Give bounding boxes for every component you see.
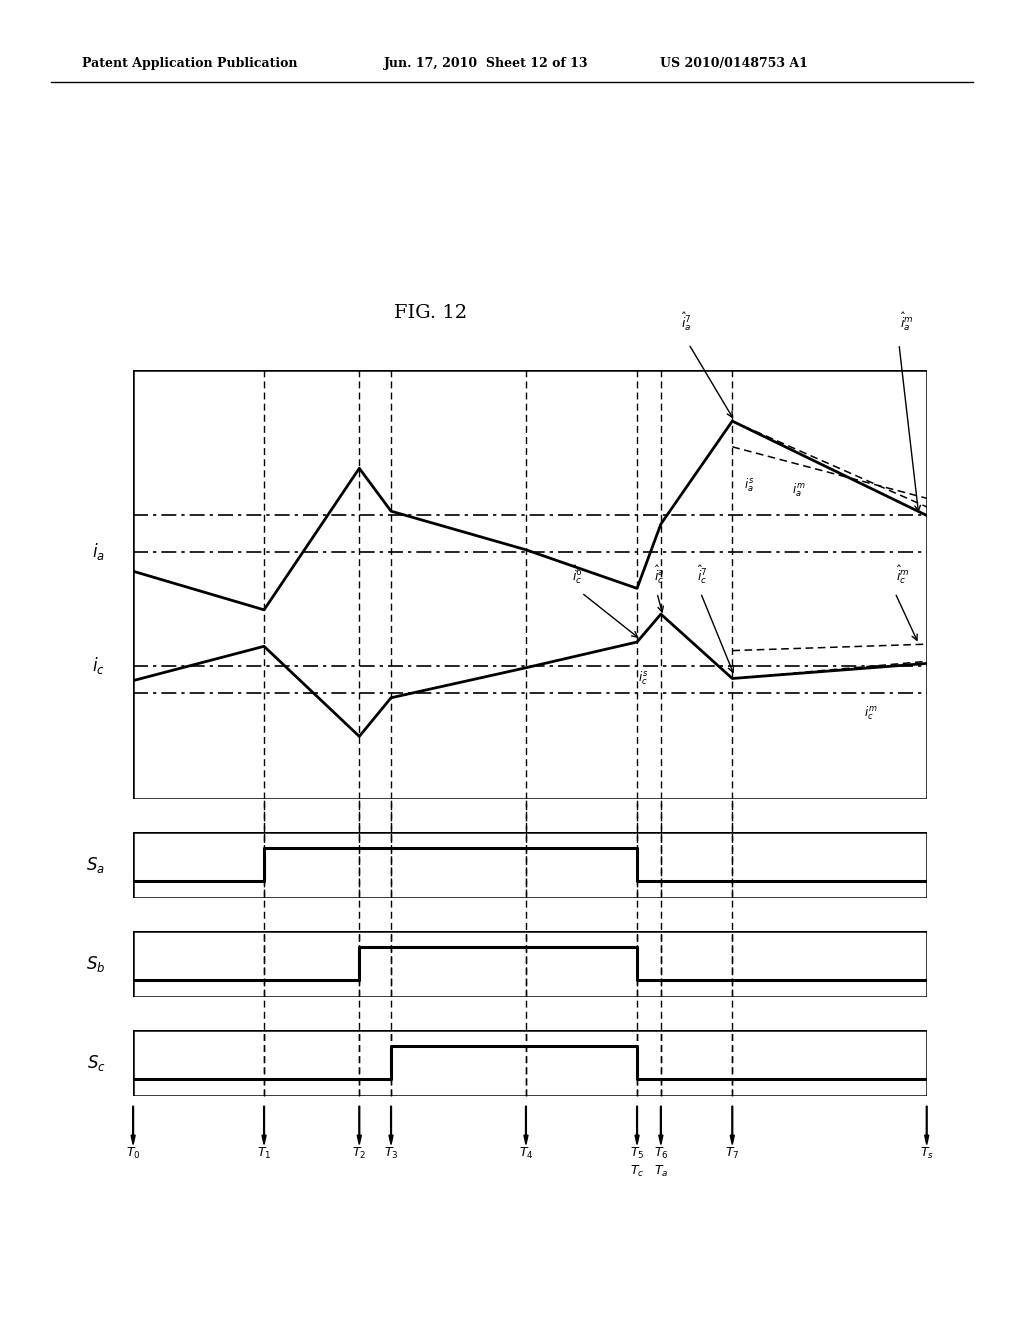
Text: $i_a^s$: $i_a^s$ (744, 477, 755, 495)
Text: $\hat{i}_c^m$: $\hat{i}_c^m$ (896, 564, 909, 586)
Text: $T_0$: $T_0$ (126, 1146, 140, 1160)
Text: $T_6$: $T_6$ (653, 1146, 669, 1160)
Text: $\hat{i}_a^7$: $\hat{i}_a^7$ (681, 310, 691, 333)
Text: $i_c^s$: $i_c^s$ (638, 671, 648, 688)
Text: $\hat{i}_c^a$: $\hat{i}_c^a$ (654, 564, 665, 586)
Text: $T_2$: $T_2$ (352, 1146, 367, 1160)
Text: $T_3$: $T_3$ (384, 1146, 398, 1160)
Text: $T_5$: $T_5$ (630, 1146, 644, 1160)
Text: $i_c^m$: $i_c^m$ (864, 705, 878, 722)
Text: $S_a$: $S_a$ (86, 854, 105, 875)
Text: Jun. 17, 2010  Sheet 12 of 13: Jun. 17, 2010 Sheet 12 of 13 (384, 57, 589, 70)
Text: $i_a^m$: $i_a^m$ (792, 482, 806, 499)
Text: $i_a$: $i_a$ (92, 541, 105, 562)
Text: $T_a$: $T_a$ (653, 1164, 668, 1179)
Text: $T_c$: $T_c$ (630, 1164, 644, 1179)
Text: $T_1$: $T_1$ (257, 1146, 271, 1160)
Text: US 2010/0148753 A1: US 2010/0148753 A1 (660, 57, 808, 70)
Text: $S_c$: $S_c$ (87, 1052, 105, 1073)
Text: $\hat{i}_a^m$: $\hat{i}_a^m$ (900, 310, 913, 333)
Text: $T_s$: $T_s$ (920, 1146, 934, 1160)
Text: $i_c$: $i_c$ (92, 655, 105, 676)
Text: $T_4$: $T_4$ (518, 1146, 534, 1160)
Text: $\hat{i}_c^6$: $\hat{i}_c^6$ (572, 564, 583, 586)
Text: $\hat{i}_c^7$: $\hat{i}_c^7$ (696, 564, 708, 586)
Text: $T_7$: $T_7$ (725, 1146, 739, 1160)
Text: Patent Application Publication: Patent Application Publication (82, 57, 297, 70)
Text: FIG. 12: FIG. 12 (393, 304, 467, 322)
Text: $S_b$: $S_b$ (86, 953, 105, 974)
